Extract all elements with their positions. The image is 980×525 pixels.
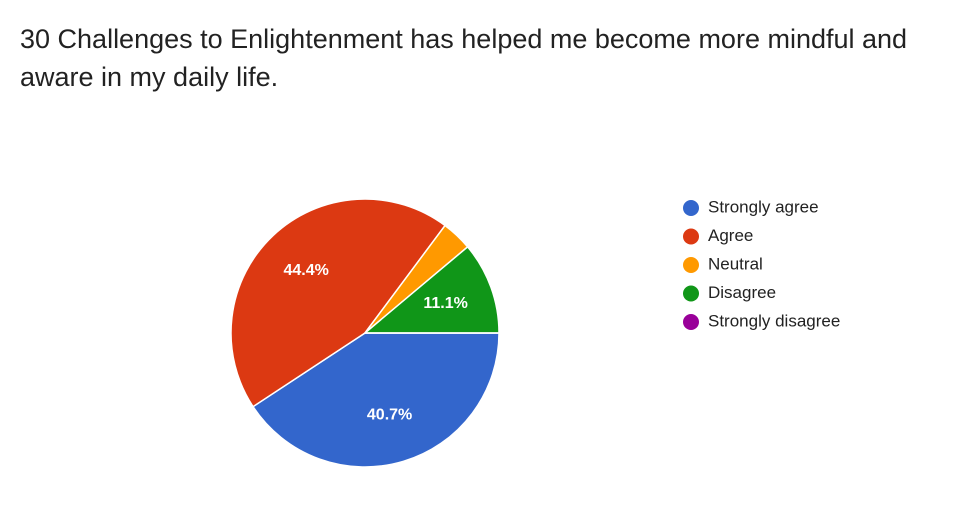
legend-marker xyxy=(683,314,699,330)
pie-slice xyxy=(362,245,500,334)
legend-label: Disagree xyxy=(708,283,776,302)
legend-marker xyxy=(683,228,699,245)
legend-marker xyxy=(683,200,699,216)
legend-marker xyxy=(683,285,699,302)
legend-label: Strongly agree xyxy=(708,197,819,216)
legend-label: Agree xyxy=(708,226,753,245)
data-label: 44.4% xyxy=(283,262,328,279)
legend-label: Strongly disagree xyxy=(708,311,840,330)
legend-label: Neutral xyxy=(708,254,763,273)
legend-marker xyxy=(683,257,699,273)
data-label: 40.7% xyxy=(367,406,412,423)
data-label: 11.1% xyxy=(423,295,467,312)
chart-title: 30 Challenges to Enlightenment has helpe… xyxy=(20,24,908,92)
pie-slice xyxy=(230,198,447,408)
